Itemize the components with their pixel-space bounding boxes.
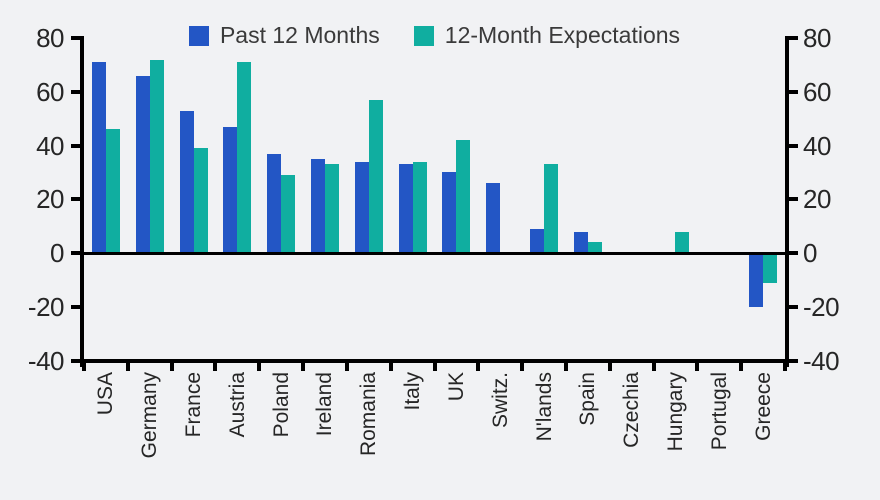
legend-item-past-12-months: Past 12 Months [188,22,380,49]
bar-expected-hungary [675,231,690,253]
bar-past-spain [573,231,588,253]
y-tick-label-right: 0 [803,238,817,268]
x-category-label: Czechia [620,372,644,448]
legend-swatch-icon [413,25,434,46]
x-tick [563,362,568,371]
x-axis-bottom [80,358,789,363]
bar-expected-italy [412,161,427,253]
y-tick-left [71,143,80,148]
x-category-label: Spain [576,372,600,426]
x-category-label: Poland [269,372,293,438]
y-tick-label-left: 80 [36,23,64,53]
legend-label: 12-Month Expectations [444,22,681,48]
y-tick-label-left: 0 [50,238,64,268]
x-category-label: Portugal [707,372,731,451]
bar-expected-nlands [544,164,559,253]
bar-expected-france [193,148,208,253]
bar-past-italy [398,164,413,253]
y-tick-label-right: -40 [803,345,840,376]
bar-expected-poland [281,175,296,253]
y-tick-left [71,304,80,309]
x-tick [82,362,86,371]
bar-past-france [179,110,194,253]
y-tick-right [789,251,798,255]
x-tick [344,362,349,371]
bar-past-greece [749,253,764,307]
x-tick [213,362,218,371]
y-tick-label-left: -40 [27,345,65,376]
x-tick [520,362,525,371]
x-category-label: France [182,372,206,438]
bar-past-germany [135,75,150,253]
x-tick [695,362,700,371]
bar-expected-spain [587,242,602,253]
y-tick-right [789,358,798,363]
bar-expected-uk [456,140,471,253]
x-tick [651,362,656,371]
y-tick-right [789,36,798,40]
y-tick-label-left: 40 [36,130,64,161]
x-tick [125,362,130,371]
bar-past-romania [354,161,369,253]
x-tick [739,362,744,371]
x-category-label: Hungary [663,372,687,452]
y-tick-right [789,143,798,148]
zero-baseline [84,251,785,255]
bar-past-usa [91,62,106,253]
bar-past-poland [267,153,282,253]
y-tick-right [789,89,798,94]
x-category-label: Italy [401,372,425,411]
x-tick [432,362,437,371]
bar-expected-usa [105,129,120,253]
x-category-label: UK [444,372,468,402]
y-tick-label-left: 20 [36,184,64,215]
x-category-label: USA [94,372,118,416]
bar-expected-germany [149,59,164,253]
chart-legend: Past 12 Months 12-Month Expectations [84,22,785,49]
bar-past-austria [223,126,238,253]
bar-past-switz [486,183,501,253]
y-tick-label-right: 80 [803,23,831,53]
y-tick-label-left: 60 [36,76,64,107]
x-category-label: Ireland [313,372,337,437]
x-tick [783,362,787,371]
x-category-label: Switz. [488,372,512,429]
y-tick-label-right: -20 [803,291,840,322]
x-tick [257,362,262,371]
x-category-label: Austria [225,372,249,438]
y-axis-right [785,36,789,367]
y-tick-left [71,251,80,255]
bar-past-nlands [530,228,545,253]
y-tick-left [71,89,80,94]
bar-past-ireland [310,158,325,253]
x-tick [607,362,612,371]
y-tick-left [71,358,80,363]
y-tick-right [789,197,798,202]
x-tick [476,362,481,371]
y-tick-right [789,304,798,309]
x-tick [388,362,393,371]
x-category-label: Greece [751,372,775,441]
y-tick-left [71,197,80,202]
x-tick [169,362,174,371]
bar-past-uk [442,172,457,253]
y-tick-label-right: 60 [803,76,831,107]
legend-item-12-month-expectations: 12-Month Expectations [413,22,681,49]
y-tick-left [71,36,80,40]
legend-swatch-icon [188,25,209,46]
bar-expected-greece [763,253,778,283]
y-tick-label-right: 20 [803,184,831,215]
y-axis-left [80,36,84,367]
bar-expected-austria [237,62,252,253]
y-tick-label-right: 40 [803,130,831,161]
x-tick [301,362,306,371]
x-category-label: N'lands [532,372,556,442]
x-category-label: Germany [138,372,162,459]
legend-label: Past 12 Months [219,22,380,48]
x-category-label: Romania [357,372,381,457]
bar-expected-ireland [324,164,339,253]
y-tick-label-left: -20 [27,291,65,322]
bar-expected-romania [368,99,383,253]
